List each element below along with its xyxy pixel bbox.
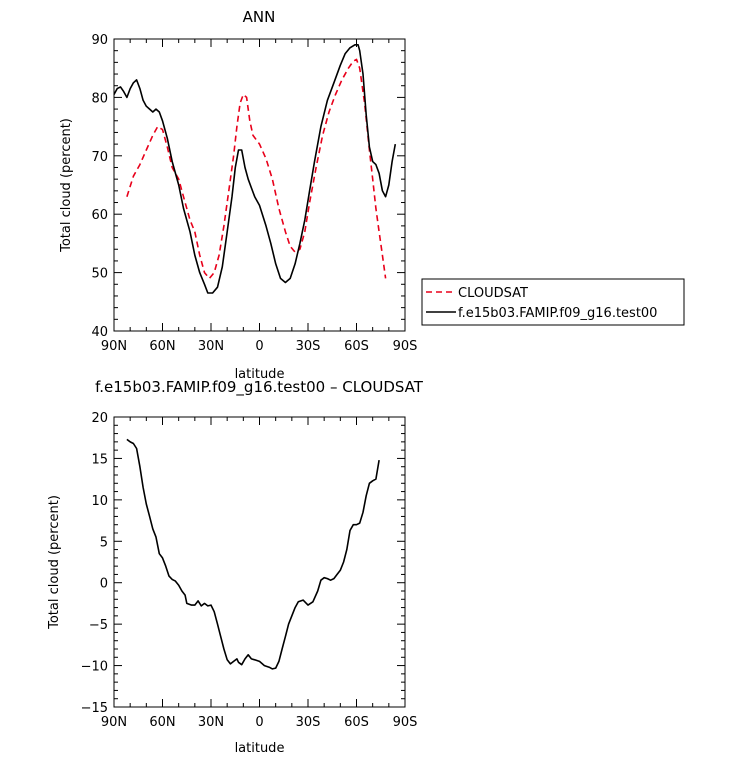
plot-frame (113, 416, 406, 708)
chart-title-bottom: f.e15b03.FAMIP.f09_g16.test00 – CLOUDSAT (95, 378, 424, 397)
y-tick-label: 0 (100, 577, 108, 592)
x-tick-label: 0 (255, 339, 263, 354)
chart-annual-cloud: 90N 60N 30N 0 30S 60S 90S 40 50 60 70 80 90 latitude T… (59, 33, 417, 382)
x-tick-label: 0 (255, 715, 263, 730)
y-tick-label: 15 (91, 452, 108, 467)
x-tick-label: 90S (393, 715, 418, 730)
legend-label-model: f.e15b03.FAMIP.f09_g16.test00 (458, 306, 657, 321)
x-tick-label: 90S (393, 339, 418, 354)
series-line-0-0 (126, 58, 387, 280)
legend-frame (421, 278, 685, 326)
x-axis-label: latitude (235, 367, 285, 382)
x-axis-label: latitude (235, 741, 285, 756)
legend-label-cloudsat: CLOUDSAT (458, 286, 528, 301)
chart-cloud-difference: 90N 60N 30N 0 30S 60S 90S −15 −10 −5 0 5 10 15 20 latit… (47, 411, 417, 756)
x-tick-label: 30S (296, 715, 321, 730)
y-tick-label: 60 (91, 208, 108, 223)
series-line-1-0 (126, 438, 380, 670)
y-tick-label: 10 (91, 494, 108, 509)
y-tick-label: 90 (91, 33, 108, 48)
chart-legend: CLOUDSAT f.e15b03.FAMIP.f09_g16.test00 (421, 278, 685, 326)
x-tick-label: 60S (344, 339, 369, 354)
y-tick-label: −15 (81, 701, 108, 716)
y-tick-label: −5 (89, 618, 108, 633)
y-tick-label: 70 (91, 150, 108, 165)
x-tick-label: 60N (149, 339, 175, 354)
y-tick-label: 50 (91, 267, 108, 282)
series-line-0-1 (113, 44, 397, 294)
x-tick-label: 90N (101, 715, 127, 730)
y-axis-label: Total cloud (percent) (47, 495, 62, 630)
plot-frame (113, 38, 406, 332)
y-tick-label: 5 (100, 535, 108, 550)
y-tick-label: 20 (91, 411, 108, 426)
x-tick-label: 30N (198, 715, 224, 730)
x-tick-label: 60S (344, 715, 369, 730)
y-axis-label: Total cloud (percent) (59, 118, 74, 253)
x-tick-label: 60N (149, 715, 175, 730)
x-tick-label: 90N (101, 339, 127, 354)
x-tick-label: 30S (296, 339, 321, 354)
x-tick-label: 30N (198, 339, 224, 354)
chart-title-top: ANN (243, 8, 276, 26)
y-tick-label: 40 (91, 325, 108, 340)
y-tick-label: −10 (81, 660, 108, 675)
y-tick-label: 80 (91, 91, 108, 106)
